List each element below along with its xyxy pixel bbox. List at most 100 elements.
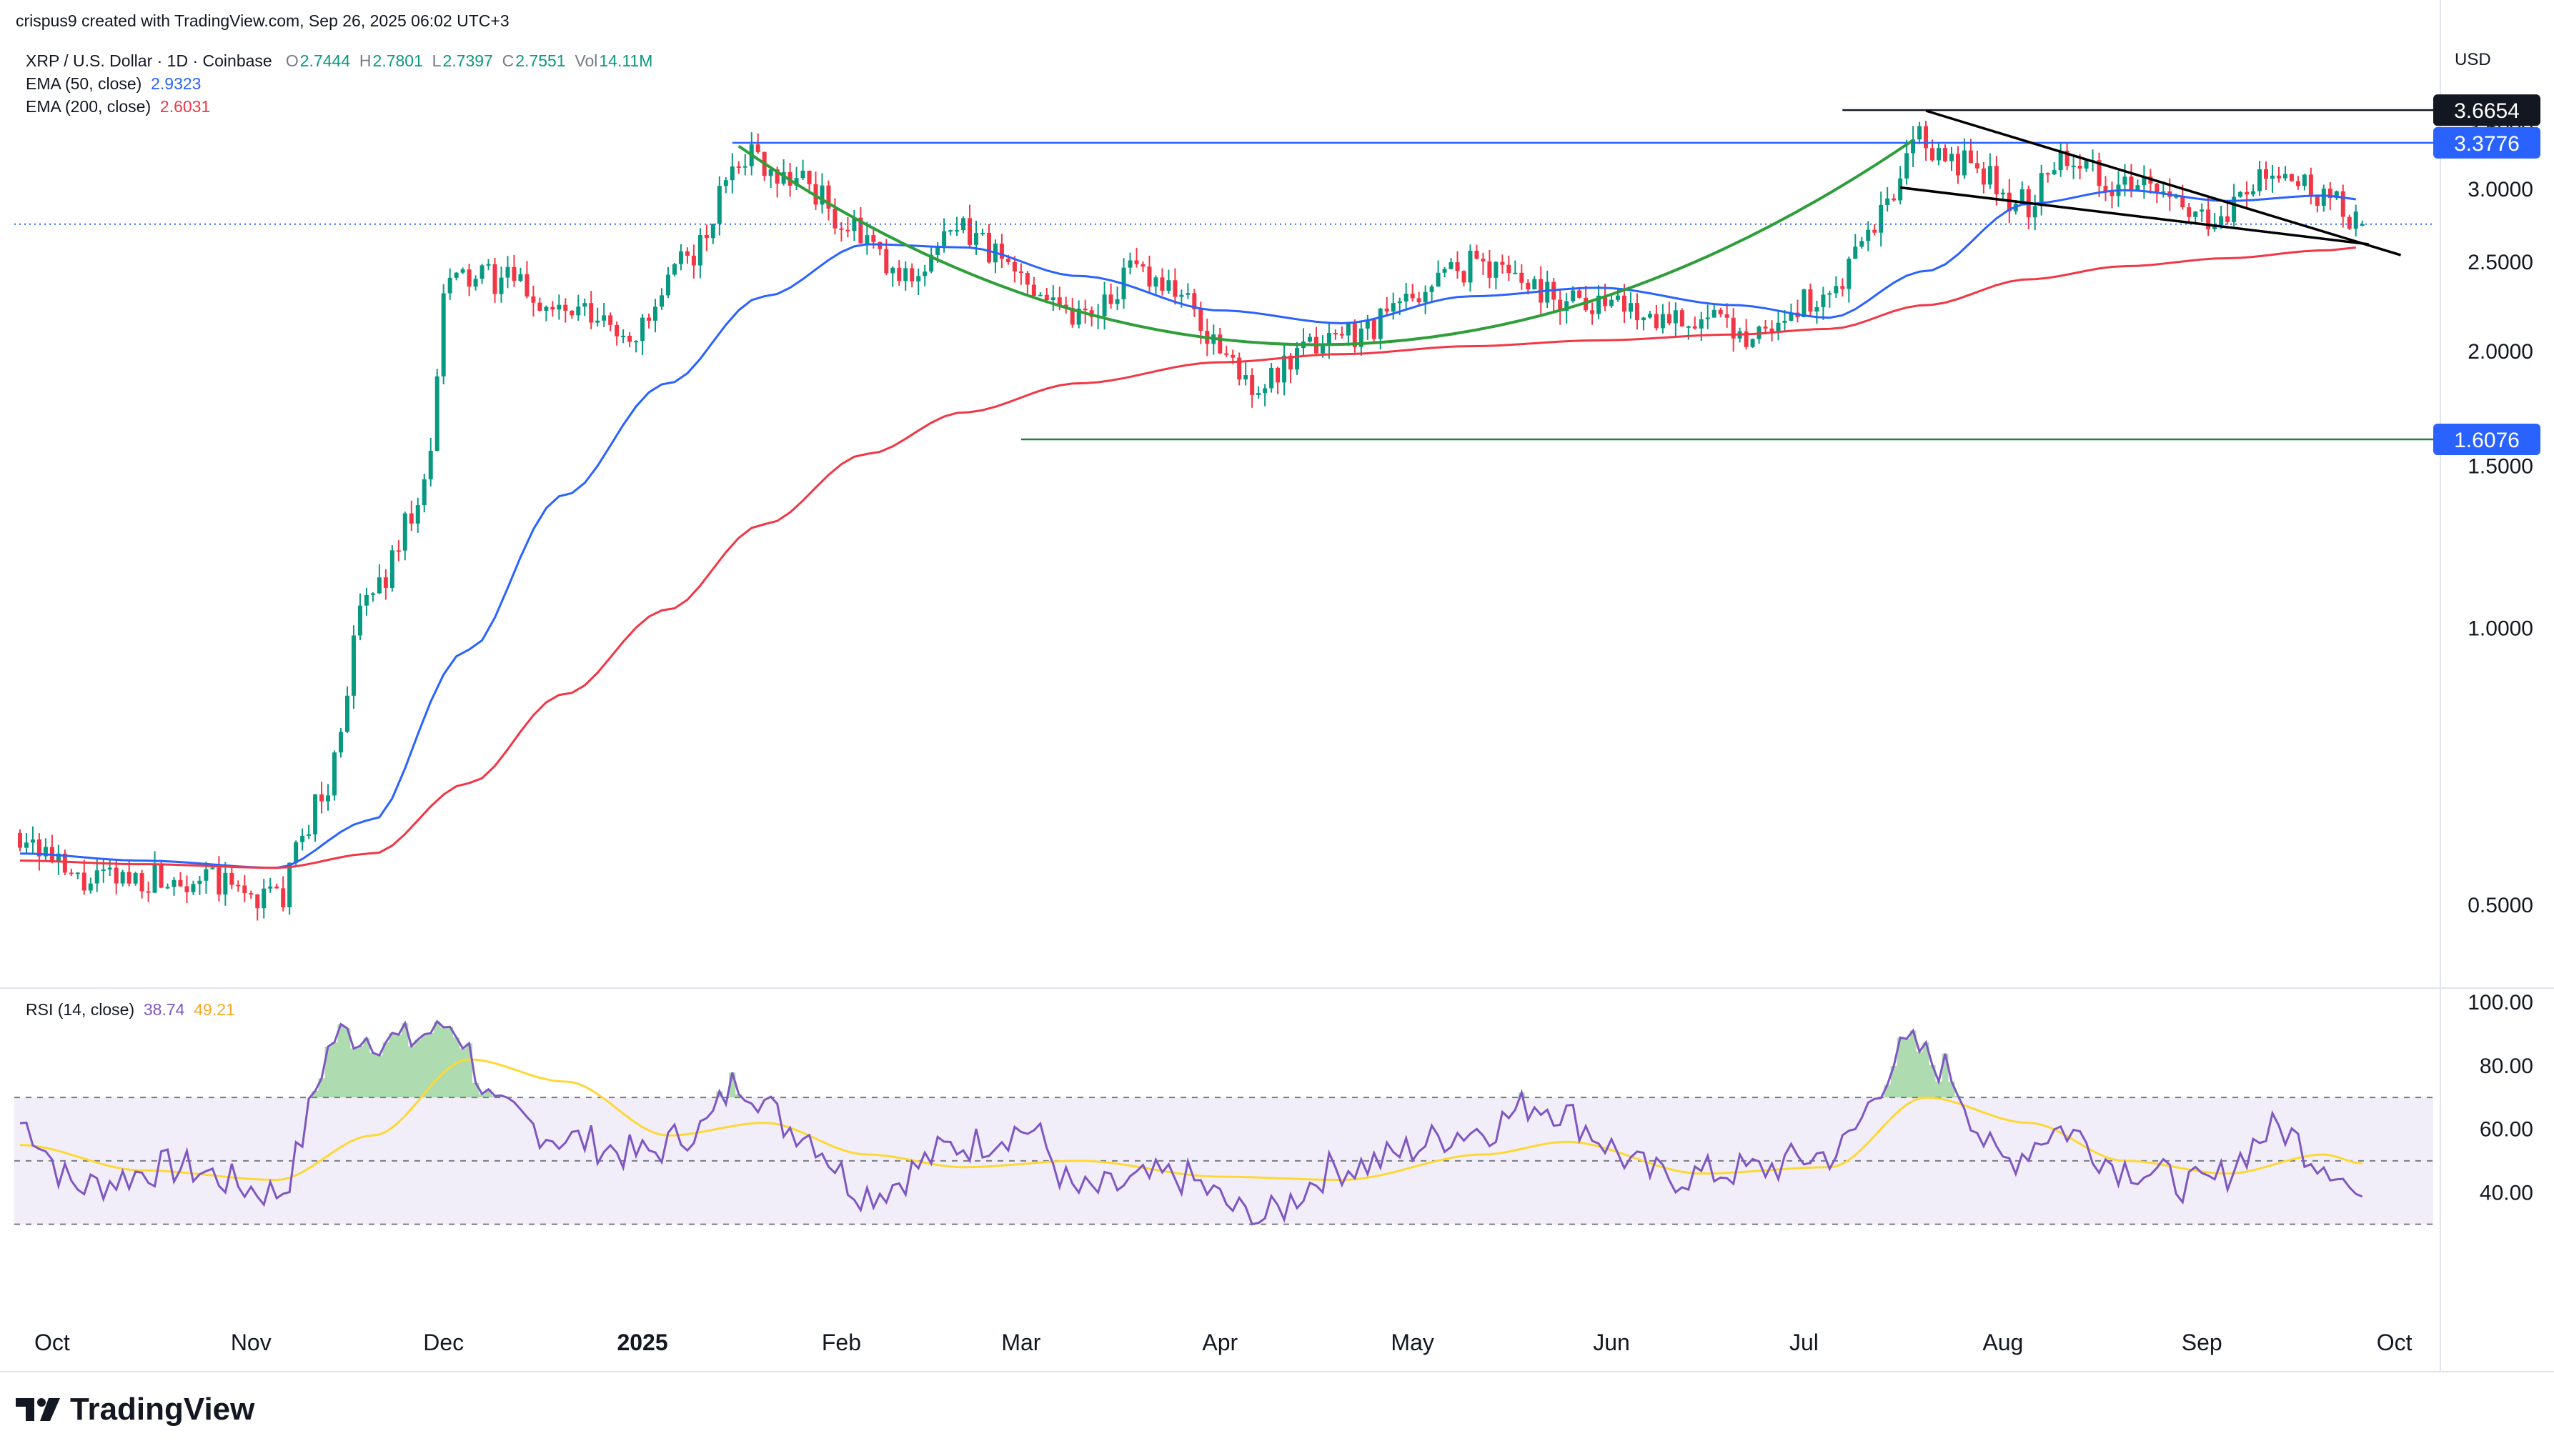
candle-body — [339, 732, 343, 753]
candle-body — [126, 872, 131, 884]
candle-body — [871, 235, 876, 242]
wedge-upper-line — [1925, 109, 2402, 256]
candle-body — [139, 873, 144, 892]
candle-body — [249, 893, 254, 895]
candle-body — [942, 231, 947, 246]
candle-body — [2155, 184, 2160, 194]
rsi-tick-label: 60.00 — [2480, 1118, 2533, 1142]
candle-body — [56, 853, 61, 862]
price-tick-label: 2.5000 — [2468, 251, 2533, 274]
candle-body — [710, 224, 715, 239]
candle-body — [2052, 170, 2057, 175]
candle-body — [1384, 308, 1389, 312]
candle-body — [101, 869, 106, 872]
candle-body — [1660, 314, 1665, 329]
candle-body — [313, 794, 318, 834]
candle-body — [1005, 259, 1010, 262]
candle-body — [537, 302, 542, 311]
candle-body — [678, 251, 683, 264]
candle-body — [300, 835, 305, 842]
candle-body — [1295, 348, 1300, 370]
candle-body — [1070, 307, 1075, 325]
candle-body — [1782, 321, 1787, 323]
candle-body — [480, 265, 485, 279]
candle-body — [1776, 322, 1781, 332]
candle-body — [878, 241, 883, 249]
open-label: O — [285, 51, 299, 70]
candle-body — [582, 303, 587, 307]
price-tag — [2433, 126, 2540, 159]
candle-body — [18, 833, 22, 848]
candle-body — [826, 185, 831, 209]
candle-body — [24, 842, 29, 848]
candle-body — [2193, 211, 2198, 217]
candle-body — [1955, 154, 1960, 176]
candle-body — [467, 269, 472, 287]
candle-body — [2187, 207, 2192, 217]
candle-body — [1885, 198, 1890, 205]
candle-body — [1692, 326, 1697, 329]
candle-body — [1500, 261, 1505, 265]
candle-body — [1802, 289, 1807, 317]
candle-body — [2238, 191, 2243, 197]
candle-body — [1603, 295, 1608, 306]
candle-body — [454, 272, 459, 278]
candle-body — [897, 267, 902, 281]
tradingview-logo[interactable]: TradingView — [16, 1392, 254, 1427]
candle-body — [114, 867, 119, 884]
ema50-line — [19, 189, 2356, 869]
candle-body — [2071, 165, 2076, 167]
candle-body — [1750, 339, 1755, 347]
candle-body — [1506, 264, 1511, 274]
currency-label[interactable]: USD — [2455, 50, 2491, 69]
candlestick-series — [18, 121, 2365, 921]
candle-body — [36, 839, 41, 857]
candle-body — [2315, 196, 2320, 206]
candle-body — [1859, 241, 1864, 247]
candle-body — [665, 274, 670, 296]
candle-body — [1153, 277, 1158, 287]
candle-body — [1494, 261, 1499, 278]
candle-body — [62, 853, 67, 873]
candle-body — [948, 230, 953, 232]
candle-body — [1616, 295, 1621, 300]
candle-body — [1346, 323, 1351, 336]
candle-body — [890, 267, 895, 274]
candle-body — [742, 166, 747, 168]
candle-body — [2000, 192, 2005, 195]
candle-body — [980, 232, 985, 234]
author-line: crispus9 created with TradingView.com, S… — [16, 11, 510, 30]
candle-body — [1326, 333, 1331, 346]
candle-body — [81, 872, 86, 891]
candle-body — [1596, 295, 1601, 314]
candle-body — [1731, 317, 1736, 339]
candle-body — [1449, 262, 1454, 269]
candle-body — [1769, 328, 1774, 332]
candle-body — [621, 335, 626, 337]
candle-body — [1711, 309, 1716, 318]
candle-body — [1949, 154, 1954, 161]
candle-body — [2289, 174, 2294, 181]
candle-body — [396, 550, 401, 552]
candle-body — [402, 513, 407, 551]
candle-body — [1892, 198, 1897, 201]
candle-body — [319, 794, 324, 802]
time-tick-label: Dec — [423, 1330, 464, 1355]
candle-body — [344, 695, 349, 732]
time-tick-label: Nov — [231, 1330, 272, 1355]
candle-body — [923, 271, 928, 276]
candle-body — [152, 864, 157, 893]
candle-body — [697, 235, 702, 266]
rsi-ma-line — [19, 1058, 2362, 1182]
candle-body — [1904, 153, 1909, 179]
candle-body — [1173, 280, 1178, 297]
candle-body — [2282, 174, 2287, 179]
candle-body — [1128, 260, 1133, 268]
candle-body — [242, 885, 247, 894]
candle-body — [2321, 188, 2326, 206]
candle-body — [570, 310, 575, 316]
candle-body — [672, 264, 677, 275]
candle-body — [1763, 326, 1768, 329]
candle-body — [1879, 204, 1884, 233]
candle-body — [1102, 294, 1107, 316]
